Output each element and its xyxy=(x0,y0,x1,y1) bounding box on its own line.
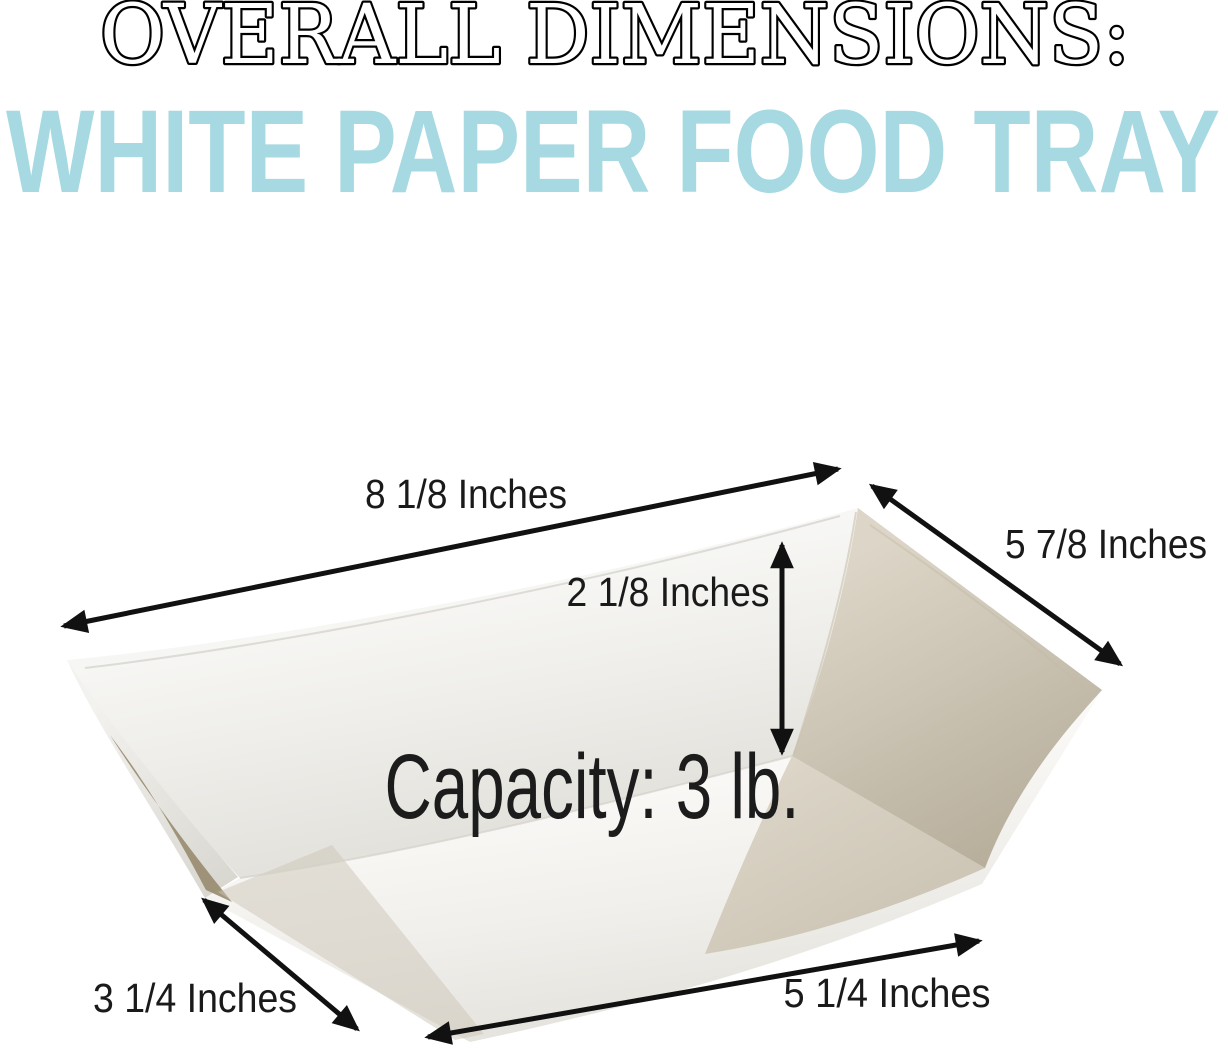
dimension-label-bottom-length: 5 1/4 Inches xyxy=(784,970,991,1016)
capacity-label: Capacity: 3 lb. xyxy=(385,736,800,838)
tray-floor xyxy=(705,756,985,954)
arrow-top-length xyxy=(60,461,842,634)
tray-left-wall xyxy=(67,660,238,898)
dimension-label-bottom-width: 3 1/4 Inches xyxy=(93,975,297,1021)
tray-bottom-crease xyxy=(239,755,793,879)
dimension-label-top-width: 5 7/8 Inches xyxy=(1005,521,1207,567)
header: OVERALL DIMENSIONS: WHITE PAPER FOOD TRA… xyxy=(6,0,1220,218)
dimension-label-height: 2 1/8 Inches xyxy=(567,569,770,615)
tray-left-fold-shadow xyxy=(110,735,232,902)
arrow-bottom-width xyxy=(201,897,360,1032)
dimension-annotations: 8 1/8 Inches 5 7/8 Inches 2 1/8 Inches 3… xyxy=(60,461,1207,1045)
arrow-top-width xyxy=(868,483,1124,667)
arrow-bottom-length xyxy=(424,933,983,1045)
dimension-label-top-length: 8 1/8 Inches xyxy=(365,471,567,517)
page-title: OVERALL DIMENSIONS: xyxy=(100,0,1130,83)
tray-right-corner-crease xyxy=(793,511,857,755)
page-subtitle: WHITE PAPER FOOD TRAY xyxy=(6,86,1220,218)
